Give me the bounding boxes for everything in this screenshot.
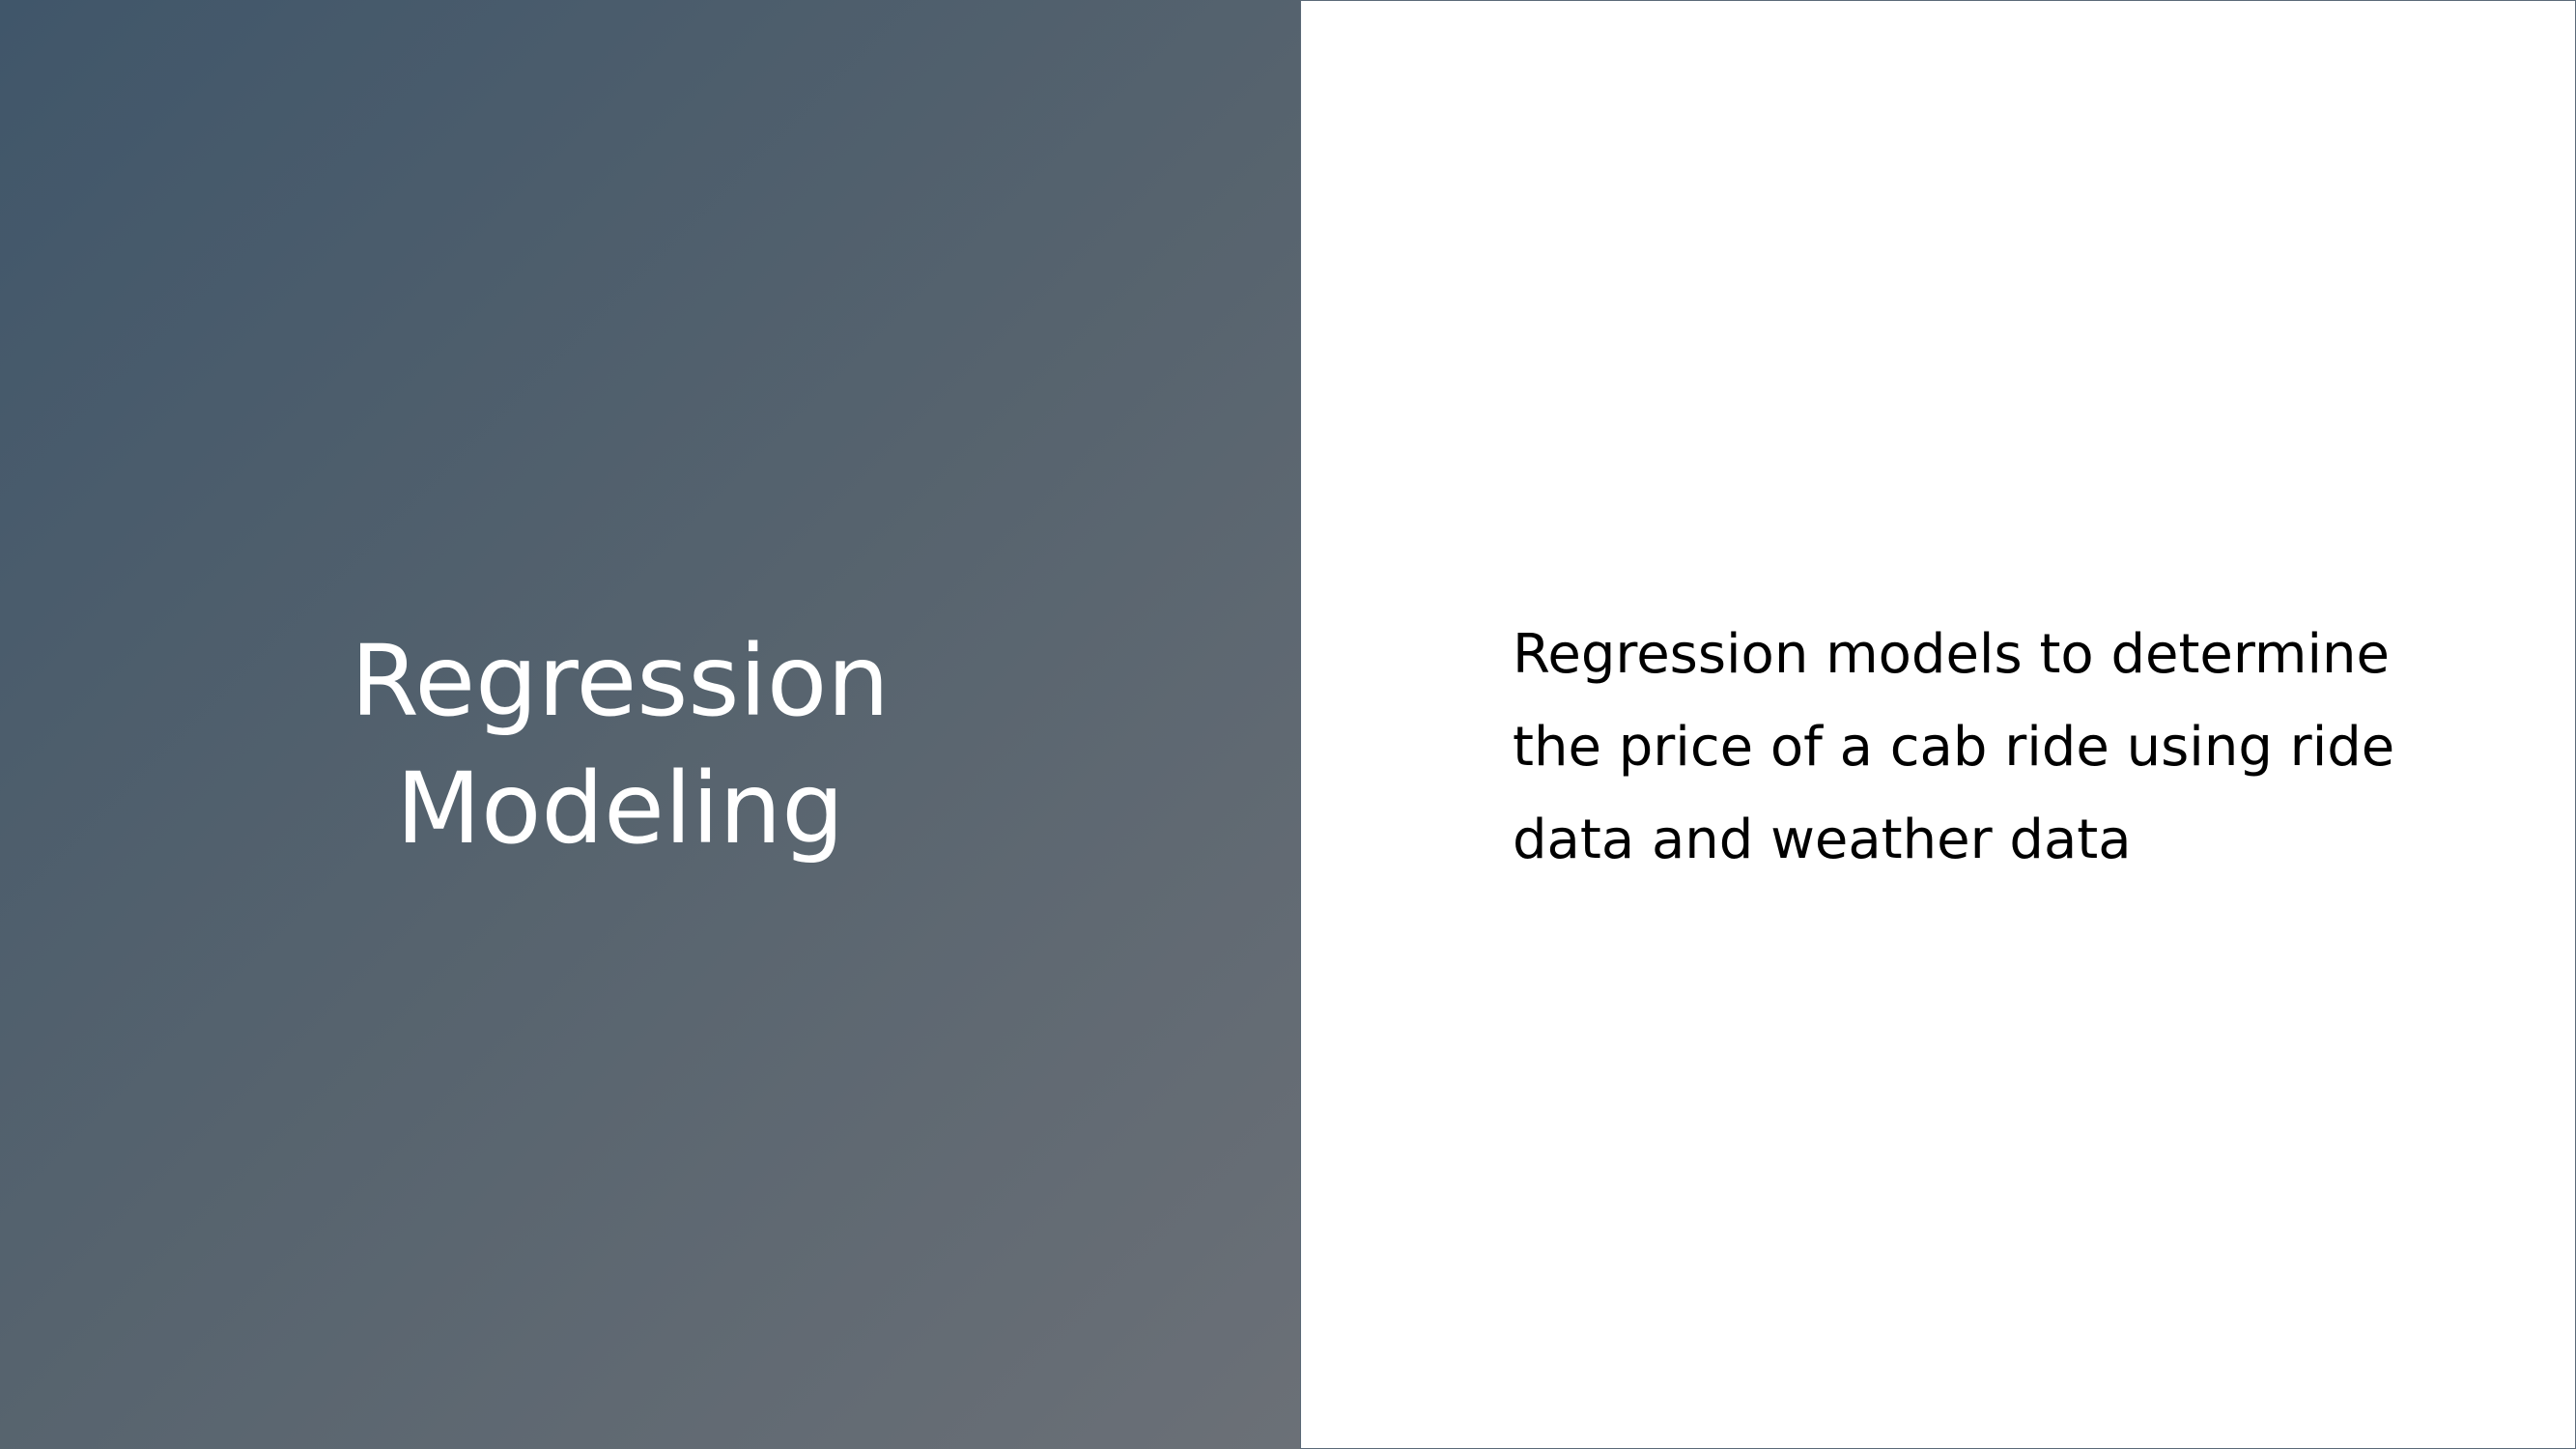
slide-title: Regression Modeling [0, 618, 1240, 873]
slide-body-text: Regression models to determine the price… [1513, 609, 2478, 887]
body-line-2: the price of a cab ride using ride [1513, 716, 2395, 779]
body-line-3: data and weather data [1513, 809, 2132, 871]
slide-title-line-2: Modeling [396, 752, 844, 867]
content-panel [1300, 0, 2576, 1449]
title-panel: Regression Modeling [0, 0, 1300, 1449]
body-line-1: Regression models to determine [1513, 623, 2390, 686]
slide-title-line-1: Regression [351, 624, 890, 739]
